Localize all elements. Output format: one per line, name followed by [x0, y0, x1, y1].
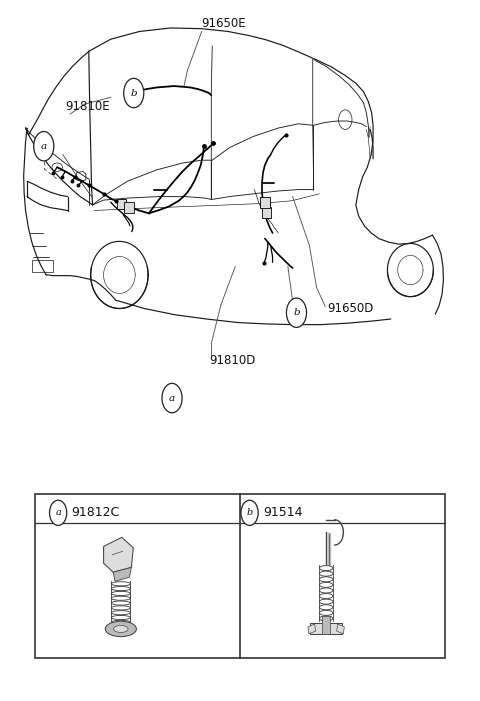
Text: 91810E: 91810E: [65, 100, 110, 113]
Circle shape: [124, 79, 144, 108]
Bar: [262, 207, 271, 217]
Polygon shape: [113, 567, 132, 581]
Text: a: a: [41, 142, 47, 151]
Text: 91810D: 91810D: [209, 355, 255, 367]
Ellipse shape: [105, 621, 136, 637]
Bar: [117, 198, 126, 209]
Circle shape: [49, 501, 67, 526]
Bar: [124, 202, 134, 212]
Bar: [310, 622, 342, 634]
Text: b: b: [131, 88, 137, 97]
Text: 91650E: 91650E: [202, 17, 246, 30]
Circle shape: [34, 132, 54, 161]
Text: b: b: [246, 508, 252, 517]
Polygon shape: [104, 537, 133, 572]
Circle shape: [162, 383, 182, 413]
Polygon shape: [336, 624, 344, 634]
Circle shape: [241, 501, 258, 526]
Ellipse shape: [114, 625, 128, 632]
Text: 91812C: 91812C: [72, 506, 120, 519]
Text: a: a: [169, 393, 175, 402]
Bar: [323, 615, 330, 634]
Text: 91650D: 91650D: [327, 302, 373, 315]
Circle shape: [287, 298, 307, 327]
Text: 91514: 91514: [263, 506, 302, 519]
Bar: [260, 197, 270, 207]
Polygon shape: [308, 624, 316, 634]
Text: b: b: [293, 308, 300, 318]
Text: a: a: [55, 508, 61, 517]
Bar: [32, 259, 53, 272]
Bar: [35, 494, 445, 658]
